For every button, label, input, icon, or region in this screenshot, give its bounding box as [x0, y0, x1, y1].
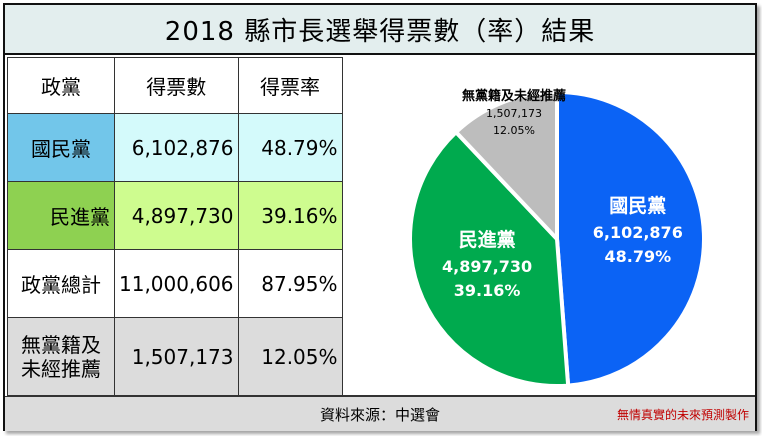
- results-table: 政黨 得票數 得票率 國民黨 6,102,876 48.79% 民進黨 4,89…: [7, 57, 343, 396]
- table-row-dpp: 民進黨 4,897,730 39.16%: [7, 181, 343, 250]
- pie-slice-0: [555, 90, 706, 388]
- table-row-independent: 無黨籍及 未經推薦 1,507,173 12.05%: [7, 317, 343, 396]
- header-party: 政黨: [7, 57, 115, 114]
- table-row-kmt: 國民黨 6,102,876 48.79%: [7, 113, 343, 182]
- pie-slice-2: [454, 90, 559, 241]
- cell-rate-total: 87.95%: [237, 249, 343, 318]
- pie-label-percent-1: 39.16%: [454, 281, 521, 300]
- chart-title: 2018 縣市長選舉得票數（率）結果: [5, 5, 755, 55]
- pie-label-percent-2: 12.05%: [493, 124, 535, 137]
- pie-slice-1: [408, 130, 571, 388]
- footer-bar: 資料來源：中選會 無情真實的未來預測製作: [5, 396, 755, 431]
- cell-rate-dpp: 39.16%: [237, 181, 343, 250]
- cell-rate-independent: 12.05%: [237, 317, 343, 396]
- pie-label-name-0: 國民黨: [609, 194, 666, 217]
- figure-frame: 2018 縣市長選舉得票數（率）結果 政黨 得票數 得票率 國民黨 6,102,…: [3, 3, 757, 431]
- cell-votes-total: 11,000,606: [114, 249, 239, 318]
- cell-votes-kmt: 6,102,876: [114, 113, 239, 182]
- cell-party-dpp: 民進黨: [7, 181, 115, 250]
- pie-label-value-2: 1,507,173: [486, 107, 542, 120]
- cell-votes-dpp: 4,897,730: [114, 181, 239, 250]
- cell-party-total: 政黨總計: [7, 249, 115, 318]
- pie-label-value-1: 4,897,730: [442, 257, 532, 276]
- pie-label-name-2: 無黨籍及未經推薦: [462, 88, 566, 104]
- pie-label-value-0: 6,102,876: [593, 223, 683, 242]
- pie-label-percent-0: 48.79%: [604, 247, 671, 266]
- data-source: 資料來源：中選會: [319, 406, 440, 424]
- pie-label-name-1: 民進黨: [459, 228, 516, 251]
- cell-party-kmt: 國民黨: [7, 113, 115, 182]
- credit-text: 無情真實的未來預測製作: [616, 408, 749, 422]
- table-header-row: 政黨 得票數 得票率: [7, 57, 343, 114]
- cell-rate-kmt: 48.79%: [237, 113, 343, 182]
- table-row-party-total: 政黨總計 11,000,606 87.95%: [7, 249, 343, 318]
- pie-chart: 國民黨 6,102,876 48.79% 民進黨 4,897,730 39.16% 無黨籍及…: [408, 88, 706, 388]
- cell-party-independent: 無黨籍及 未經推薦: [7, 317, 115, 396]
- cell-party-independent-line1: 無黨籍及: [21, 332, 101, 357]
- pie-chart-area: 國民黨 6,102,876 48.79% 民進黨 4,897,730 39.16% 無黨籍及…: [342, 57, 755, 396]
- cell-party-independent-line2: 未經推薦: [21, 356, 101, 381]
- header-votes: 得票數: [114, 57, 239, 114]
- cell-votes-independent: 1,507,173: [114, 317, 239, 396]
- header-rate: 得票率: [237, 57, 343, 114]
